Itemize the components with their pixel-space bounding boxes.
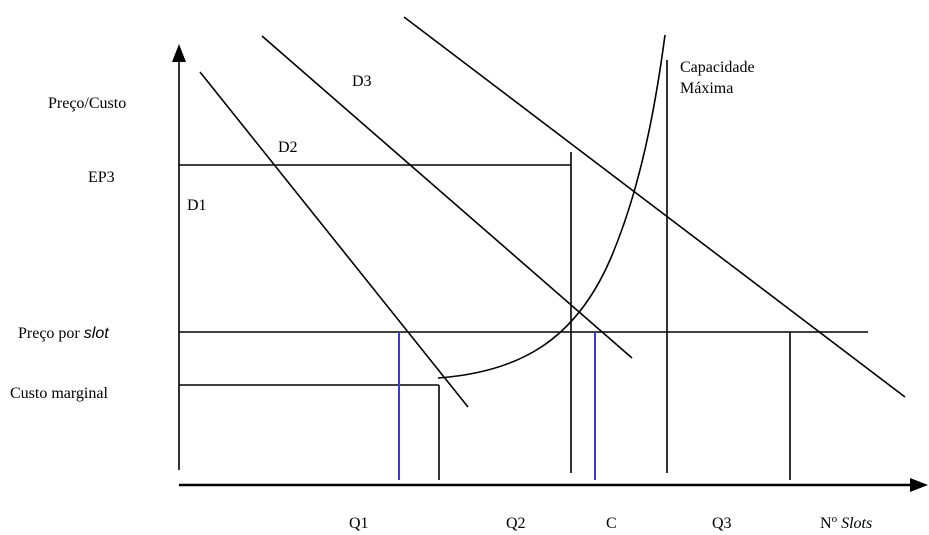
- price-per-slot-italic: slot: [84, 325, 109, 342]
- slots-label: No Slots: [820, 513, 872, 532]
- ep3-label: EP3: [88, 169, 115, 186]
- q2-label: Q2: [506, 515, 526, 532]
- price-per-slot-label: Preço por slot: [18, 325, 109, 342]
- capacity-label-line1: Capacidade: [680, 59, 755, 76]
- d2-label: D2: [278, 139, 298, 156]
- capacity-label-line2: Máxima: [680, 80, 733, 97]
- y-axis-label: Preço/Custo: [48, 95, 126, 112]
- marginal-cost-label: Custo marginal: [10, 385, 108, 402]
- d3-label: D3: [352, 73, 372, 90]
- q1-label: Q1: [349, 515, 369, 532]
- c-label: C: [606, 515, 617, 532]
- x-axis-arrow-icon: [910, 478, 928, 492]
- slots-sup: o: [832, 513, 838, 525]
- demand-curve-d2: [261, 35, 633, 359]
- d1-label: D1: [187, 197, 207, 214]
- q3-label: Q3: [712, 515, 732, 532]
- slots-prefix: N: [820, 515, 832, 532]
- marginal-cost-curve: [437, 34, 666, 379]
- y-axis-arrow-icon: [172, 44, 186, 62]
- demand-curve-d1: [199, 71, 469, 408]
- slots-italic: Slots: [841, 515, 872, 532]
- price-per-slot-text: Preço por: [18, 325, 80, 342]
- demand-curve-d3: [403, 16, 906, 398]
